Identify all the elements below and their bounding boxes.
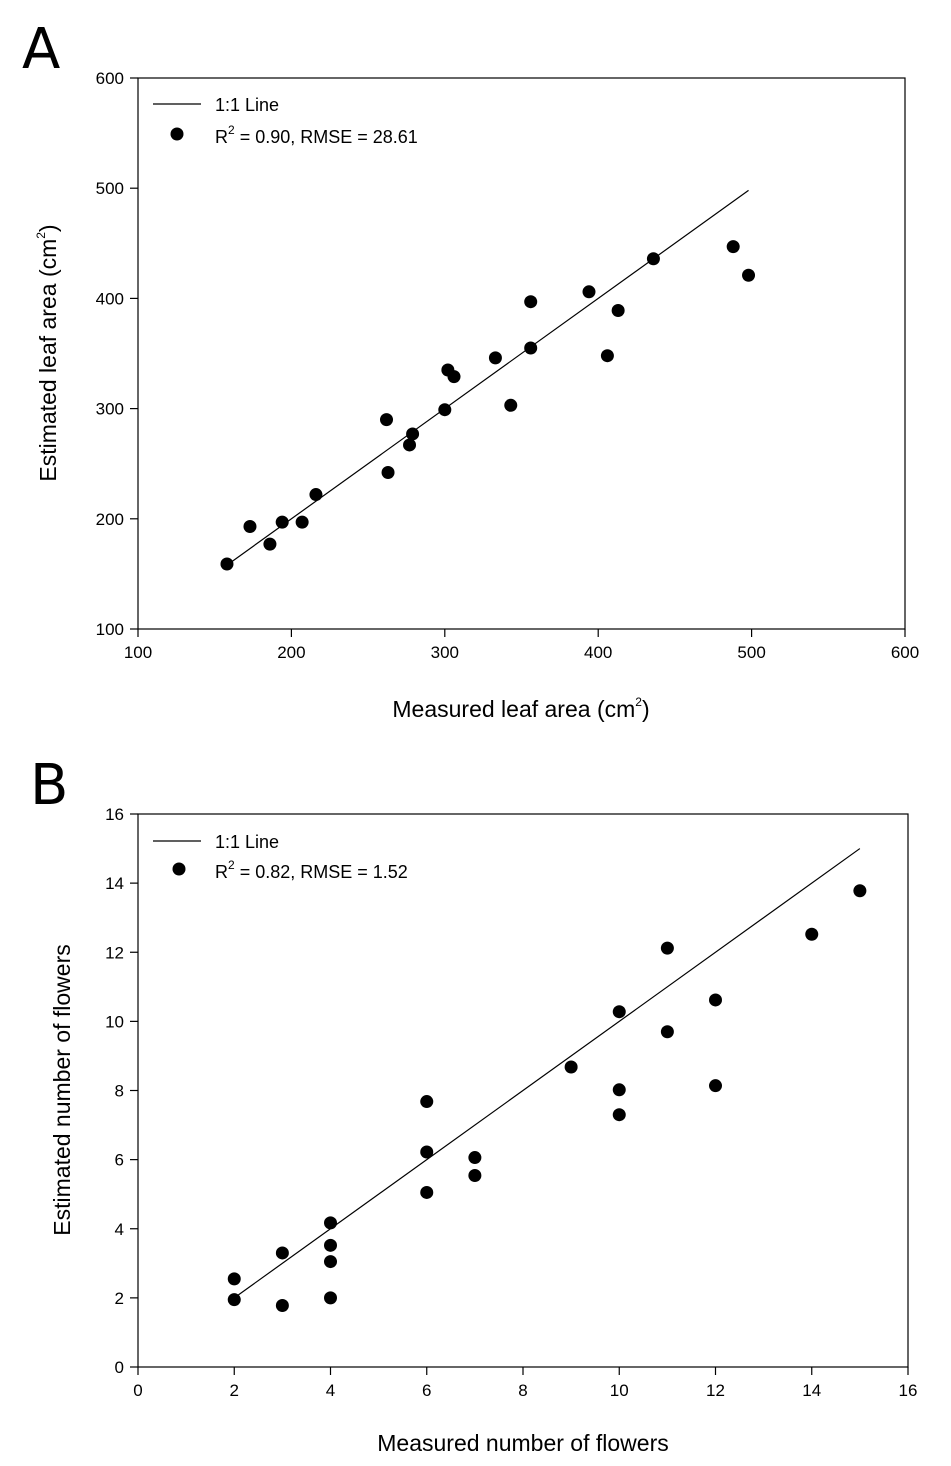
legend-point-swatch [170,127,184,141]
data-point [275,515,289,529]
panel-b-ticks: 0 2 4 6 8 10 12 14 16 0 2 4 6 8 10 12 14 16 [105,805,917,1400]
data-point [564,1060,578,1074]
panel-a-x-axis-title: Measured leaf area (cm2) [392,695,649,722]
data-point [380,413,394,427]
x-tick-label: 4 [326,1381,335,1400]
y-tick-label: 300 [96,400,124,419]
data-point [220,557,234,571]
x-tick-label: 10 [610,1381,629,1400]
data-point [420,1185,434,1199]
x-tick-label: 400 [584,643,612,662]
x-tick-label: 100 [124,643,152,662]
data-point [324,1255,337,1269]
y-tick-label: 8 [115,1082,124,1101]
panel-a-ticks: 100 200 300 400 500 600 100 200 300 400 500 600 [96,69,920,662]
data-point [524,295,538,309]
y-tick-label: 500 [96,179,124,198]
x-tick-label: 12 [706,1381,725,1400]
x-tick-label: 14 [802,1381,821,1400]
data-point [275,1298,289,1312]
data-point [805,927,819,941]
panel-a-plot-frame [137,77,906,630]
x-tick-label: 500 [737,643,765,662]
x-tick-label: 8 [518,1381,527,1400]
x-tick-label: 0 [133,1381,142,1400]
panel-b-legend: 1:1 Line R2 = 0.82, RMSE = 1.52 [153,832,408,882]
x-tick-label: 300 [431,643,459,662]
y-tick-label: 0 [115,1358,124,1377]
data-point [709,993,722,1007]
data-point [447,370,461,384]
panel-a-legend: 1:1 Line R2 = 0.90, RMSE = 28.61 [153,95,418,147]
data-point [403,438,417,452]
data-point [524,341,538,355]
data-point [853,884,867,898]
y-tick-label: 100 [96,620,124,639]
data-point [468,1169,482,1183]
x-tick-label: 600 [891,643,919,662]
x-tick-label: 16 [899,1381,918,1400]
x-tick-label: 200 [277,643,305,662]
data-point [309,488,323,502]
data-point [227,1272,241,1286]
legend-points-label: R2 = 0.82, RMSE = 1.52 [215,858,408,882]
panel-b: B 0 2 4 6 8 10 12 14 16 0 2 4 6 8 10 12 14 16 1:1 Line R2… [30,753,917,1456]
data-point [611,304,625,318]
data-point [742,268,756,282]
y-tick-label: 12 [105,943,124,962]
data-point [381,466,395,480]
panel-b-marks [227,848,867,1312]
legend-line-label: 1:1 Line [215,832,279,852]
data-point [438,403,452,417]
panel-a: A 100 200 300 400 500 600 100 200 300 400 500 600 1… [22,17,919,722]
data-point [582,285,596,299]
data-point [660,1025,674,1039]
data-point [406,427,420,441]
y-tick-label: 4 [115,1220,124,1239]
y-tick-label: 6 [115,1151,124,1170]
data-point [488,351,502,365]
y-tick-label: 400 [96,289,124,308]
data-point [420,1095,434,1109]
panel-b-letter: B [30,753,68,818]
x-tick-label: 2 [230,1381,239,1400]
y-tick-label: 600 [96,69,124,88]
data-point [709,1079,722,1093]
data-point [468,1151,482,1165]
panel-b-y-axis-title: Estimated number of flowers [49,944,75,1235]
legend-point-swatch [172,862,186,876]
y-tick-label: 2 [115,1289,124,1308]
data-point [243,520,257,534]
data-point [646,252,660,266]
data-point [275,1246,289,1260]
y-tick-label: 10 [105,1012,124,1031]
data-point [612,1005,626,1019]
y-tick-label: 16 [105,805,124,824]
one-to-one-line [226,189,749,566]
panel-a-letter: A [22,17,60,82]
data-point [420,1145,434,1159]
data-point [324,1291,337,1305]
x-tick-label: 6 [422,1381,431,1400]
legend-points-label: R2 = 0.90, RMSE = 28.61 [215,123,418,147]
y-tick-label: 14 [105,874,124,893]
data-point [324,1238,337,1252]
data-point [263,537,277,551]
data-point [660,941,674,955]
data-point [227,1293,241,1307]
data-point [612,1108,626,1122]
data-point [504,398,518,412]
panel-a-marks [220,189,756,571]
data-point [295,515,309,529]
panel-a-y-axis-title: Estimated leaf area (cm2) [34,224,61,481]
data-point [600,349,614,363]
data-point [612,1083,626,1097]
data-point [726,240,740,254]
legend-line-label: 1:1 Line [215,95,279,115]
y-tick-label: 200 [96,510,124,529]
one-to-one-line [233,848,861,1299]
data-point [324,1216,337,1230]
panel-b-x-axis-title: Measured number of flowers [377,1430,668,1456]
